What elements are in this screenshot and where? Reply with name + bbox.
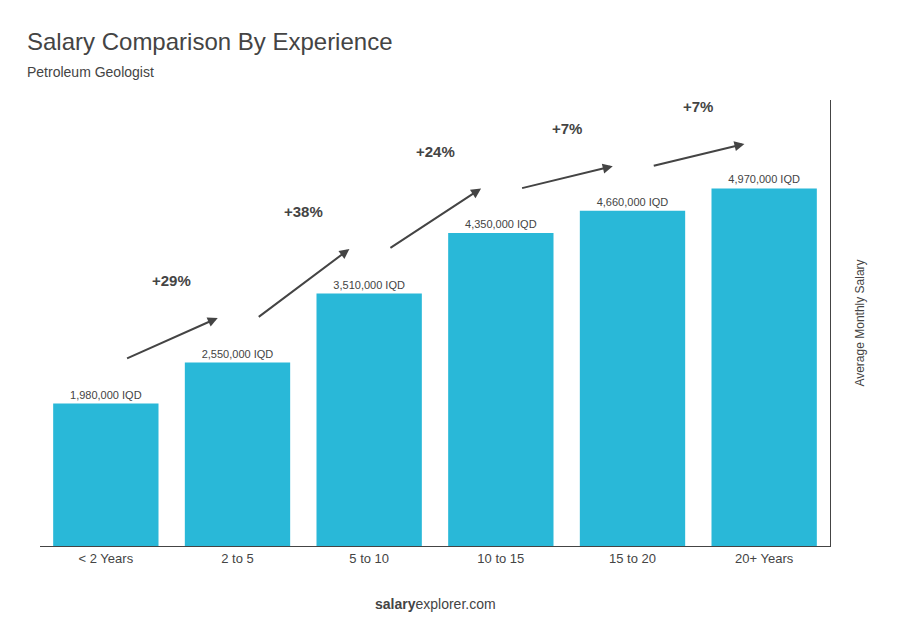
svg-text:3,510,000 IQD: 3,510,000 IQD [333, 279, 405, 291]
svg-text:2,550,000 IQD: 2,550,000 IQD [202, 348, 274, 360]
svg-text:Petroleum Geologist: Petroleum Geologist [27, 64, 154, 80]
svg-text:+38%: +38% [284, 203, 323, 220]
svg-text:+7%: +7% [683, 98, 713, 115]
svg-text:10 to 15: 10 to 15 [477, 551, 524, 566]
svg-text:Average Monthly Salary: Average Monthly Salary [853, 259, 867, 386]
svg-text:4,350,000 IQD: 4,350,000 IQD [465, 218, 537, 230]
svg-text:Salary Comparison By Experienc: Salary Comparison By Experience [27, 28, 393, 55]
svg-text:20+ Years: 20+ Years [735, 551, 794, 566]
svg-text:5 to 10: 5 to 10 [349, 551, 389, 566]
svg-text:15 to 20: 15 to 20 [609, 551, 656, 566]
svg-text:< 2 Years: < 2 Years [79, 551, 134, 566]
svg-text:+29%: +29% [152, 272, 191, 289]
svg-text:4,660,000 IQD: 4,660,000 IQD [597, 196, 669, 208]
svg-text:+7%: +7% [552, 120, 582, 137]
svg-text:salaryexplorer.com: salaryexplorer.com [375, 596, 496, 612]
svg-text:+24%: +24% [416, 143, 455, 160]
svg-text:1,980,000 IQD: 1,980,000 IQD [70, 389, 142, 401]
svg-text:2 to 5: 2 to 5 [221, 551, 254, 566]
svg-text:4,970,000 IQD: 4,970,000 IQD [728, 173, 800, 185]
